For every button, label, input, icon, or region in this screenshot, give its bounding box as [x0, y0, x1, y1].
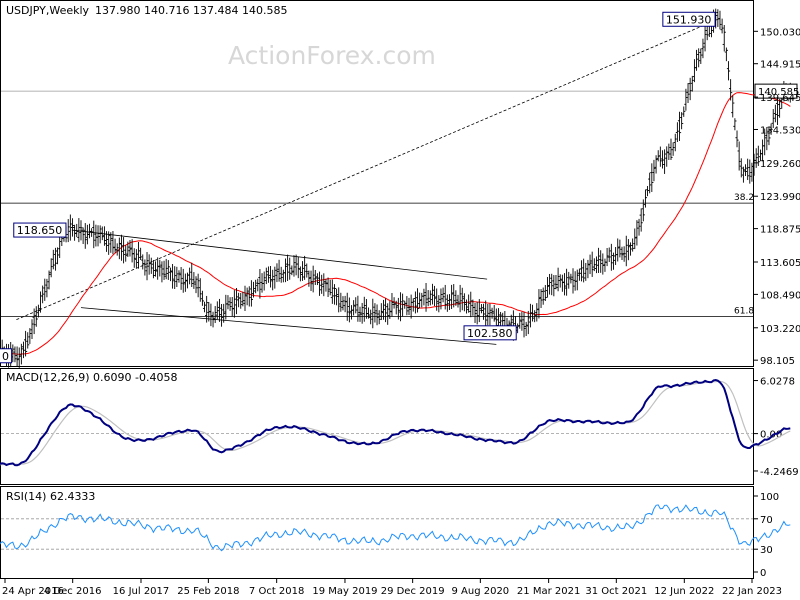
price-tick-label: 98.105 — [760, 356, 795, 367]
price-tick-label: 123.990 — [760, 192, 800, 203]
trendline-lower-channel — [80, 307, 497, 345]
price-tick-label: 150.030 — [760, 27, 800, 38]
x-tick-label: 29 Dec 2019 — [381, 586, 445, 597]
high-label: 151.930 — [666, 13, 712, 26]
macd-panel: 6.0278 0.00 -4.2469 — [0, 377, 799, 478]
price-tick-label: 134.530 — [760, 125, 800, 136]
rsi-panel: 100 70 30 0 — [0, 492, 791, 579]
low-label: 102.580 — [467, 327, 512, 340]
macd-tick-label: -4.2469 — [760, 467, 799, 478]
trendline-dotted-projection — [16, 18, 719, 321]
current-price-label: 140.585 — [758, 87, 799, 98]
price-tick-label: 118.875 — [760, 225, 800, 236]
watermark: ActionForex.com — [228, 41, 436, 70]
left-edge-label: 0 — [2, 350, 9, 363]
price-title: USDJPY,Weekly — [6, 4, 90, 17]
x-tick-label: 7 Oct 2018 — [249, 586, 304, 597]
x-tick-label: 19 May 2019 — [312, 586, 377, 597]
price-annotations: 151.930 118.650 102.580 0 38.2 61.8 140.585 — [0, 11, 799, 364]
low-label-box — [463, 325, 517, 341]
x-tick-label: 31 Oct 2021 — [585, 586, 647, 597]
price-tick-label: 129.260 — [760, 159, 800, 170]
rsi-panel-frame — [0, 486, 754, 579]
rsi-line — [0, 504, 791, 552]
x-tick-label: 12 Jun 2022 — [654, 586, 714, 597]
price-tick-label: 108.490 — [760, 290, 800, 301]
rsi-tick-label: 30 — [760, 545, 773, 556]
x-tick-label: 16 Jul 2017 — [113, 586, 170, 597]
x-tick-label: 22 Jan 2023 — [722, 586, 782, 597]
macd-line — [0, 378, 791, 467]
price-tick-label: 113.605 — [760, 258, 800, 269]
macd-tick-label: 0.00 — [760, 430, 782, 441]
left-edge-label-box — [0, 348, 13, 364]
x-tick-label: 4 Dec 2016 — [44, 586, 102, 597]
macd-panel-frame — [0, 368, 754, 485]
high-label-box — [662, 11, 716, 27]
x-tick-label: 9 Aug 2020 — [451, 586, 509, 597]
rsi-tick-label: 0 — [760, 568, 766, 579]
rsi-title: RSI(14) 62.4333 — [6, 490, 95, 503]
price-tick-label: 144.915 — [760, 60, 800, 71]
trendline-upper-channel — [71, 229, 488, 280]
macd-tick-label: 6.0278 — [760, 377, 795, 388]
rsi-tick-label: 70 — [760, 515, 773, 526]
price-overlays — [0, 18, 791, 356]
price-tick-label: 103.220 — [760, 324, 800, 335]
price-tick-label: 139.645 — [760, 93, 800, 104]
swing-high-label: 118.650 — [17, 224, 63, 237]
macd-title: MACD(12,26,9) 0.6090 -0.4058 — [6, 371, 177, 384]
price-axis: 150.030 144.915 139.645 134.530 129.260 123.9… — [754, 27, 800, 367]
x-tick-label: 24 Apr 2016 — [2, 586, 64, 597]
current-price-box — [754, 83, 798, 99]
fib-618-label: 61.8 — [734, 307, 754, 317]
moving-average-line — [0, 92, 791, 356]
fib-382-label: 38.2 — [734, 193, 754, 203]
x-tick-label: 21 Mar 2021 — [517, 586, 580, 597]
ohlc-header: 137.980 140.716 137.484 140.585 — [95, 4, 287, 17]
rsi-tick-label: 100 — [760, 492, 779, 503]
x-tick-label: 25 Feb 2018 — [177, 586, 239, 597]
swing-high-label-box — [13, 222, 67, 238]
